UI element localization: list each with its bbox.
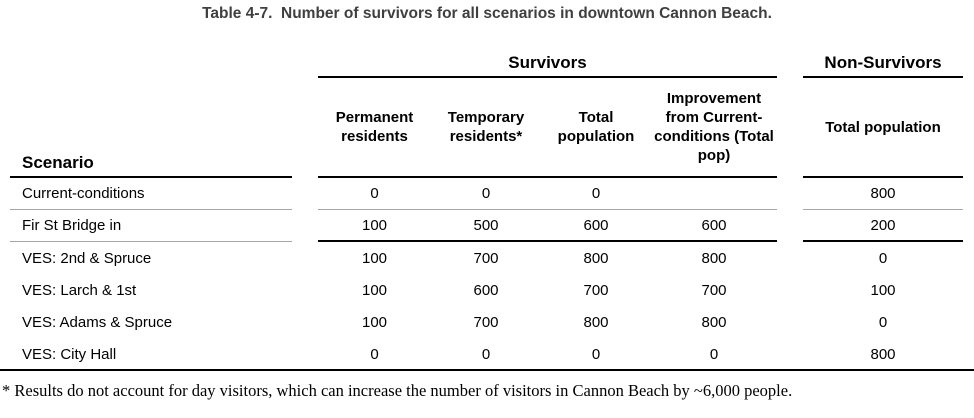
column-header-permanent-residents: Permanent residents: [318, 78, 431, 178]
cell-non-survivors: 200: [803, 210, 963, 242]
cell-total: 800: [583, 313, 609, 331]
survivors-table: Survivors Non-Survivors Scenario Permane…: [10, 45, 963, 370]
row-scenario: Fir St Bridge in: [10, 210, 292, 242]
cell-temporary: 0: [431, 178, 541, 210]
cell-permanent: 100: [361, 249, 388, 267]
cell-permanent: 100: [318, 210, 431, 242]
table-caption: Table 4-7. Number of survivors for all s…: [202, 5, 772, 22]
column-header-temporary-residents: Temporary residents*: [431, 78, 541, 178]
cell-permanent: 0: [370, 345, 379, 363]
cell-non-survivors: 100: [870, 281, 896, 299]
cell-improvement: 800: [701, 249, 727, 267]
row-scenario: VES: Larch & 1st: [22, 281, 137, 299]
table-footnote: * Results do not account for day visitor…: [2, 381, 793, 400]
cell-improvement: 600: [651, 210, 777, 242]
cell-total: 800: [583, 249, 609, 267]
cell-temporary: 0: [481, 345, 491, 363]
table-bottom-rule: [0, 369, 974, 371]
column-header-improvement: Improvement from Current-conditions (Tot…: [651, 78, 777, 178]
group-header-survivors: Survivors: [318, 45, 777, 78]
column-header-total-population: Total population: [541, 78, 651, 178]
cell-temporary: 700: [473, 249, 499, 267]
cell-improvement: [651, 178, 777, 210]
cell-non-survivors: 800: [803, 178, 963, 210]
cell-non-survivors: 0: [878, 249, 888, 267]
cell-total: 0: [591, 345, 601, 363]
cell-total: 0: [541, 178, 651, 210]
cell-improvement: 700: [701, 281, 727, 299]
column-header-non-survivors-total-population: Total population: [803, 78, 963, 178]
cell-temporary: 700: [473, 313, 499, 331]
column-header-scenario: Scenario: [10, 78, 292, 178]
row-scenario: Current-conditions: [10, 178, 292, 210]
cell-improvement: 0: [709, 345, 719, 363]
row-scenario: VES: Adams & Spruce: [22, 313, 173, 331]
cell-temporary: 600: [473, 281, 499, 299]
cell-improvement: 800: [701, 313, 727, 331]
row-scenario: VES: City Hall: [22, 345, 117, 363]
row-scenario: VES: 2nd & Spruce: [22, 249, 152, 267]
cell-non-survivors: 800: [870, 345, 896, 363]
cell-permanent: 100: [361, 313, 388, 331]
cell-total: 700: [583, 281, 609, 299]
group-header-non-survivors: Non-Survivors: [803, 45, 963, 78]
cell-permanent: 100: [361, 281, 388, 299]
cell-total: 600: [541, 210, 651, 242]
cell-temporary: 500: [431, 210, 541, 242]
cell-non-survivors: 0: [878, 313, 888, 331]
cell-permanent: 0: [318, 178, 431, 210]
